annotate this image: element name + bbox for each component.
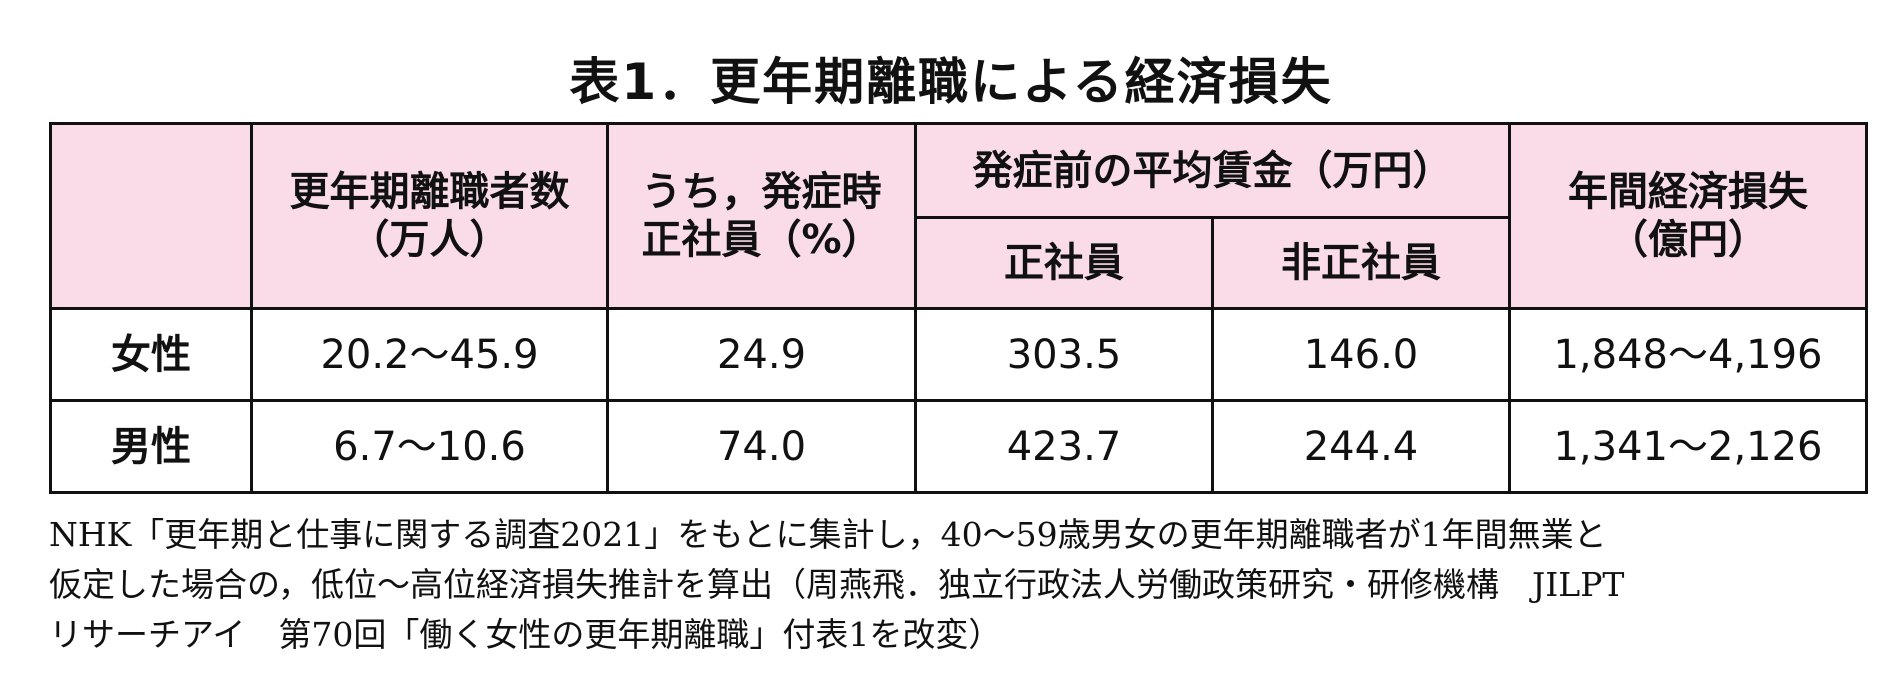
row-label: 男性 [49,399,253,494]
header-cell: 更年期離職者数 （万人） [250,122,609,310]
table-cell: 423.7 [914,399,1214,494]
table-row: 男性 6.7～10.6 74.0 423.7 244.4 1,341～2,126 [49,399,1868,494]
table-row: 女性 20.2～45.9 24.9 303.5 146.0 1,848～4,196 [49,307,1868,402]
row-label: 女性 [49,307,253,402]
header-cell: 正社員 [914,216,1214,310]
footnote: NHK「更年期と仕事に関する調査2021」をもとに集計し，40～59歳男女の更年… [49,510,1879,660]
table-cell: 1,848～4,196 [1508,307,1868,402]
table-cell: 1,341～2,126 [1508,399,1868,494]
header-text: 年間経済損失 [1568,169,1808,215]
header-text: （万人） [349,217,510,263]
header-text: 正社員（%） [641,217,882,263]
header-cell: 年間経済損失 （億円） [1508,122,1868,310]
title: 表1．更年期離職による経済損失 [569,53,1333,111]
header-text: （億円） [1608,217,1768,263]
footnote-line: NHK「更年期と仕事に関する調査2021」をもとに集計し，40～59歳男女の更年… [49,515,1607,554]
table-cell: 20.2～45.9 [250,307,609,402]
table-cell: 24.9 [606,307,917,402]
table-cell: 303.5 [914,307,1214,402]
corner-cell [49,122,253,310]
footnote-line: 仮定した場合の，低位～高位経済損失推計を算出（周燕飛．独立行政法人労働政策研究・… [49,565,1625,604]
table-cell: 146.0 [1211,307,1511,402]
table-cell: 244.4 [1211,399,1511,494]
header-text: 更年期離職者数 [289,169,570,215]
footnote-line: リサーチアイ 第70回「働く女性の更年期離職」付表1を改変） [49,615,1002,654]
table-cell: 6.7～10.6 [250,399,609,494]
loss-table: 更年期離職者数 （万人） うち，発症時 正社員（%） 発症前の平均賃金（万円） 年間… [49,122,1868,494]
table-cell: 74.0 [606,399,917,494]
header-text: うち，発症時 [641,169,882,215]
header-cell: 非正社員 [1211,216,1511,310]
header-cell: うち，発症時 正社員（%） [606,122,917,310]
header-cell: 発症前の平均賃金（万円） [914,122,1511,219]
